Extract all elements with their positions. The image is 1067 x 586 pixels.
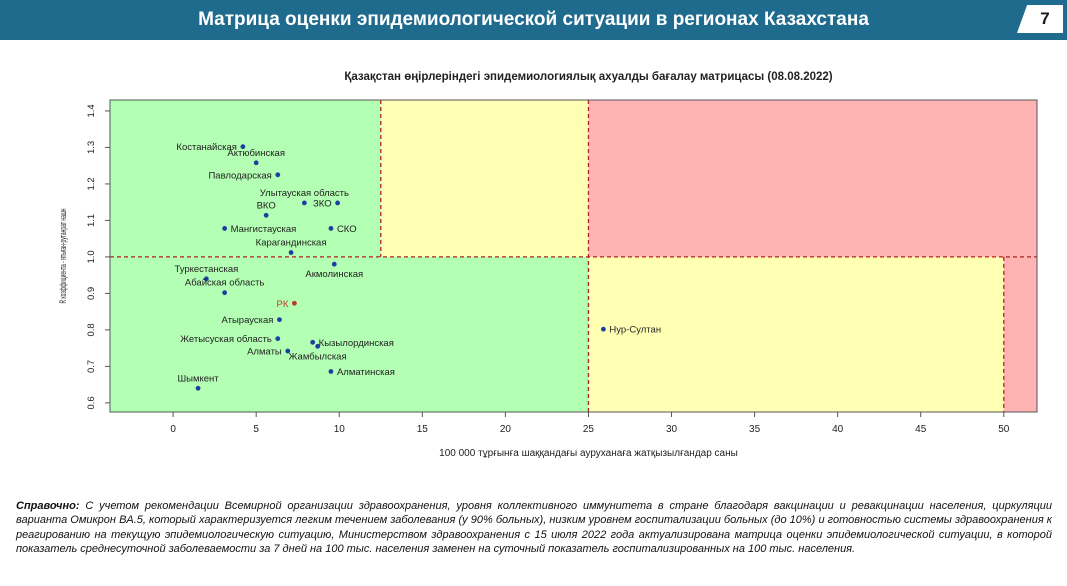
y-tick-label: 1.0 — [86, 250, 97, 263]
y-tick-label: 1.2 — [86, 177, 97, 190]
data-point — [335, 200, 340, 206]
data-point — [195, 385, 201, 391]
zone-4 — [588, 256, 1004, 412]
footnote-label: Справочно: — [16, 500, 80, 512]
plot-frame — [109, 99, 1038, 413]
data-point-label: ЗКО — [313, 198, 332, 209]
zone-3 — [110, 256, 589, 412]
data-point-label: Алматы — [247, 347, 282, 358]
data-point-label: Павлодарская — [208, 170, 271, 181]
data-point-label: Алматинская — [337, 367, 395, 378]
y-tick-label: 1.3 — [86, 141, 97, 154]
data-point-label: Актюбинская — [227, 148, 285, 159]
zone-2 — [588, 100, 1037, 257]
data-point-label: Шымкент — [177, 373, 219, 384]
data-point-label: СКО — [337, 224, 357, 235]
data-point-label: Абайская область — [185, 278, 265, 289]
data-point — [263, 212, 269, 218]
y-tick-label: 0.7 — [86, 360, 97, 373]
y-tick-label: 1.1 — [86, 214, 97, 227]
x-tick-label: 35 — [749, 424, 761, 435]
data-point — [288, 250, 294, 255]
y-tick-label: 0.8 — [86, 323, 97, 336]
page-number: 7 — [1040, 9, 1050, 28]
footnote: Справочно: С учетом рекомендации Всемирн… — [16, 499, 1052, 557]
y-tick-label: 0.9 — [86, 287, 97, 300]
data-point — [310, 339, 316, 345]
data-point — [301, 200, 307, 206]
data-point-label: Улытауская область — [260, 188, 349, 199]
data-point — [331, 261, 337, 267]
x-tick-label: 30 — [666, 424, 678, 435]
zone-0 — [110, 100, 381, 257]
x-tick-label: 0 — [170, 424, 176, 435]
data-point-label: Туркестанская — [174, 264, 238, 275]
data-point-label: Костанайская — [176, 142, 236, 153]
data-point-label: Мангистауская — [231, 224, 297, 235]
x-tick-label: 20 — [500, 424, 512, 435]
data-point-label: ВКО — [257, 200, 276, 211]
data-point-label: Нур-Султан — [609, 325, 661, 336]
data-point-label: Кызылординская — [319, 338, 394, 349]
data-point-label: Акмолинская — [305, 269, 363, 280]
x-tick-label: 10 — [334, 424, 346, 435]
zone-1 — [380, 100, 589, 257]
x-tick-label: 50 — [998, 424, 1010, 435]
data-point — [315, 343, 321, 349]
x-tick-label: 15 — [417, 424, 429, 435]
x-axis-label: 100 000 тұрғынға шаққандағы ауруханаға ж… — [439, 448, 738, 459]
data-point — [275, 336, 281, 342]
x-tick-label: 45 — [915, 424, 927, 435]
y-tick-label: 1.4 — [86, 104, 97, 117]
data-point — [601, 326, 606, 332]
y-tick-label: 0.6 — [86, 396, 97, 409]
data-point — [292, 300, 297, 306]
data-point-label: РК — [277, 299, 289, 310]
zone-5 — [1003, 256, 1037, 412]
data-point — [253, 160, 259, 166]
x-tick-label: 5 — [253, 424, 259, 435]
data-point — [222, 226, 228, 231]
data-point-label: Жетысуская область — [180, 334, 272, 345]
y-axis-label: R коэффициента - ятыған-рутанрат нашн — [58, 208, 68, 303]
footnote-text: С учетом рекомендации Всемирной организа… — [16, 500, 1052, 556]
data-point — [328, 226, 334, 231]
epidemic-matrix-chart: Қазақстан өңірлеріндегі эпидемиологиялық… — [58, 71, 1038, 459]
x-tick-label: 25 — [583, 424, 595, 435]
x-tick-label: 40 — [832, 424, 844, 435]
header-bar: Матрица оценки эпидемиологической ситуац… — [0, 0, 1067, 40]
data-point — [222, 290, 228, 296]
data-point — [277, 317, 282, 323]
data-point — [285, 348, 291, 354]
page-title: Матрица оценки эпидемиологической ситуац… — [198, 9, 869, 30]
data-point-label: Жамбылская — [289, 351, 347, 362]
data-point — [203, 276, 209, 282]
chart-title: Қазақстан өңірлеріндегі эпидемиологиялық… — [344, 71, 832, 83]
data-point — [240, 144, 246, 150]
data-point-label: Атырауская — [221, 315, 273, 326]
data-point-label: Карагандинская — [256, 238, 327, 249]
data-point — [328, 369, 334, 374]
data-point — [275, 172, 281, 178]
